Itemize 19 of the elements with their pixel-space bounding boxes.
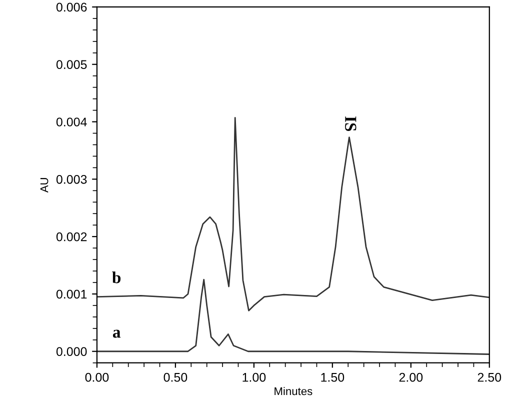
y-tick-label: 0.004 bbox=[56, 118, 87, 126]
x-tick-label: 2.50 bbox=[478, 372, 502, 382]
y-tick-label: 0.000 bbox=[56, 347, 87, 356]
x-tick-label: 2.00 bbox=[399, 372, 423, 382]
y-axis-title: AU bbox=[40, 178, 48, 193]
y-tick-label: 0.002 bbox=[56, 232, 87, 242]
annotation: IS bbox=[345, 116, 356, 132]
series-label: a bbox=[112, 330, 120, 338]
y-tick-label: 0.003 bbox=[56, 174, 87, 184]
x-axis-title: Minutes bbox=[274, 387, 312, 396]
y-tick-label: 0.001 bbox=[56, 290, 87, 299]
x-tick-label: 0.50 bbox=[164, 372, 188, 382]
line-series bbox=[96, 117, 490, 312]
x-tick-label: 1.00 bbox=[242, 372, 266, 382]
y-tick-label: 0.005 bbox=[56, 60, 87, 70]
series-label: b bbox=[112, 271, 121, 284]
x-tick-label: 0.00 bbox=[85, 372, 109, 382]
x-tick-label: 1.50 bbox=[321, 372, 344, 382]
y-tick-label: 0.006 bbox=[56, 2, 87, 12]
